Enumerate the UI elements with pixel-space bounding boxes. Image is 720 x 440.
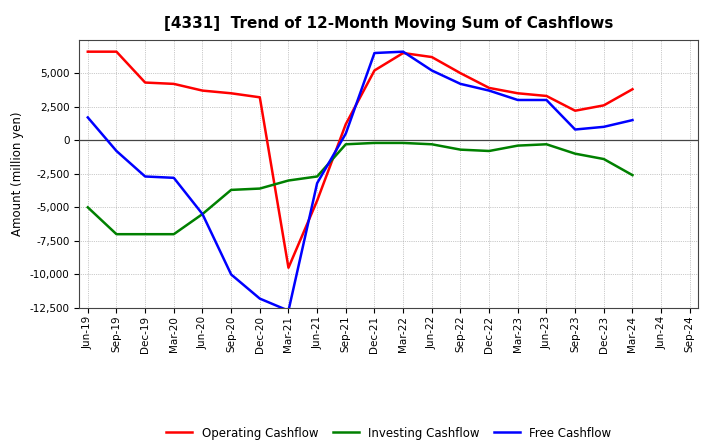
Operating Cashflow: [169, 81, 178, 87]
Free Cashflow: [571, 127, 580, 132]
Operating Cashflow: [485, 85, 493, 91]
Operating Cashflow: [370, 68, 379, 73]
Investing Cashflow: [227, 187, 235, 193]
Investing Cashflow: [542, 142, 551, 147]
Free Cashflow: [312, 180, 321, 186]
Operating Cashflow: [198, 88, 207, 93]
Investing Cashflow: [198, 211, 207, 216]
Operating Cashflow: [227, 91, 235, 96]
Investing Cashflow: [341, 142, 350, 147]
Operating Cashflow: [542, 93, 551, 99]
Investing Cashflow: [485, 148, 493, 154]
Free Cashflow: [341, 131, 350, 136]
Operating Cashflow: [112, 49, 121, 54]
Investing Cashflow: [428, 142, 436, 147]
Operating Cashflow: [628, 87, 636, 92]
Free Cashflow: [141, 174, 150, 179]
Line: Investing Cashflow: Investing Cashflow: [88, 143, 632, 234]
Free Cashflow: [456, 81, 465, 87]
Operating Cashflow: [256, 95, 264, 100]
Investing Cashflow: [312, 174, 321, 179]
Investing Cashflow: [456, 147, 465, 152]
Free Cashflow: [84, 115, 92, 120]
Free Cashflow: [513, 97, 522, 103]
Free Cashflow: [628, 117, 636, 123]
Investing Cashflow: [84, 205, 92, 210]
Operating Cashflow: [399, 50, 408, 55]
Investing Cashflow: [370, 140, 379, 146]
Investing Cashflow: [600, 156, 608, 161]
Free Cashflow: [485, 88, 493, 93]
Operating Cashflow: [428, 55, 436, 60]
Investing Cashflow: [141, 231, 150, 237]
Operating Cashflow: [141, 80, 150, 85]
Investing Cashflow: [628, 172, 636, 178]
Free Cashflow: [370, 50, 379, 55]
Free Cashflow: [600, 124, 608, 129]
Investing Cashflow: [112, 231, 121, 237]
Operating Cashflow: [84, 49, 92, 54]
Operating Cashflow: [284, 265, 293, 270]
Operating Cashflow: [513, 91, 522, 96]
Investing Cashflow: [284, 178, 293, 183]
Investing Cashflow: [513, 143, 522, 148]
Free Cashflow: [428, 68, 436, 73]
Line: Operating Cashflow: Operating Cashflow: [88, 51, 632, 268]
Free Cashflow: [399, 49, 408, 54]
Free Cashflow: [284, 308, 293, 313]
Operating Cashflow: [312, 198, 321, 203]
Operating Cashflow: [341, 121, 350, 127]
Investing Cashflow: [571, 151, 580, 156]
Free Cashflow: [169, 175, 178, 180]
Free Cashflow: [198, 211, 207, 216]
Free Cashflow: [227, 272, 235, 277]
Legend: Operating Cashflow, Investing Cashflow, Free Cashflow: Operating Cashflow, Investing Cashflow, …: [166, 427, 611, 440]
Investing Cashflow: [169, 231, 178, 237]
Title: [4331]  Trend of 12-Month Moving Sum of Cashflows: [4331] Trend of 12-Month Moving Sum of C…: [164, 16, 613, 32]
Free Cashflow: [542, 97, 551, 103]
Operating Cashflow: [600, 103, 608, 108]
Operating Cashflow: [456, 70, 465, 76]
Operating Cashflow: [571, 108, 580, 114]
Line: Free Cashflow: Free Cashflow: [88, 51, 632, 311]
Free Cashflow: [112, 148, 121, 154]
Y-axis label: Amount (million yen): Amount (million yen): [11, 112, 24, 236]
Investing Cashflow: [256, 186, 264, 191]
Free Cashflow: [256, 296, 264, 301]
Investing Cashflow: [399, 140, 408, 146]
